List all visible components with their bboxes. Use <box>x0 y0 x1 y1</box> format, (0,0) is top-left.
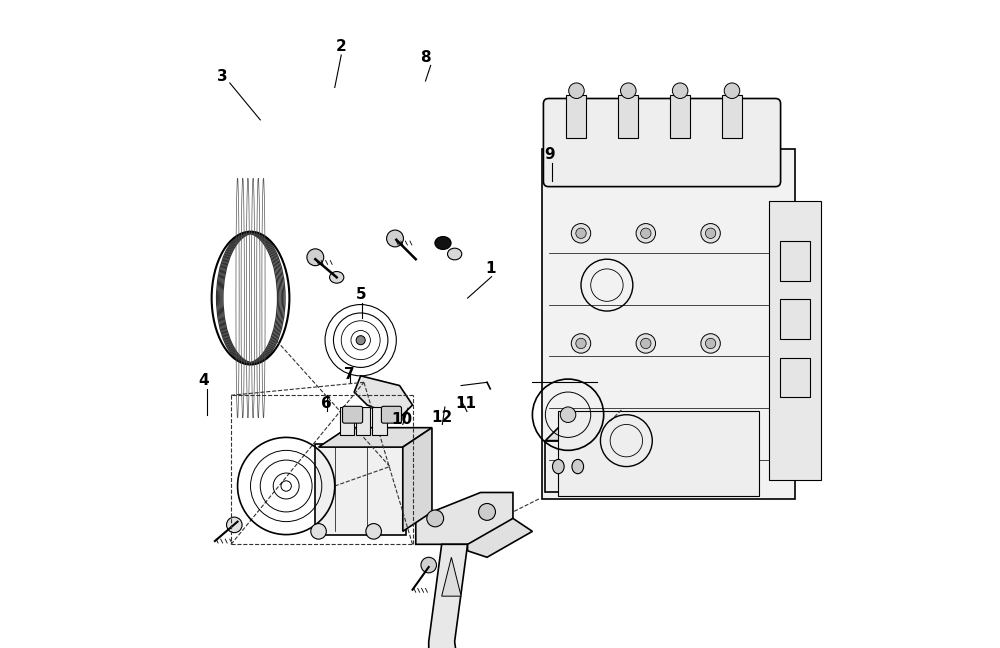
Polygon shape <box>591 421 610 492</box>
Circle shape <box>705 338 716 349</box>
Circle shape <box>641 228 651 238</box>
FancyBboxPatch shape <box>670 95 690 138</box>
Circle shape <box>569 83 584 98</box>
Circle shape <box>311 524 326 539</box>
Polygon shape <box>545 421 610 441</box>
Text: 11: 11 <box>456 395 477 411</box>
Text: 8: 8 <box>420 49 431 65</box>
Text: 5: 5 <box>355 287 366 303</box>
Circle shape <box>571 224 591 243</box>
Circle shape <box>421 557 436 573</box>
Circle shape <box>387 230 403 247</box>
Circle shape <box>356 336 365 345</box>
Circle shape <box>227 517 242 533</box>
Polygon shape <box>442 557 461 596</box>
Circle shape <box>672 83 688 98</box>
Polygon shape <box>319 428 432 447</box>
Text: 6: 6 <box>321 395 332 411</box>
Circle shape <box>701 224 720 243</box>
FancyBboxPatch shape <box>780 241 810 281</box>
FancyBboxPatch shape <box>542 149 795 499</box>
Circle shape <box>366 524 381 539</box>
Ellipse shape <box>572 459 584 474</box>
Circle shape <box>479 503 495 520</box>
Circle shape <box>724 83 740 98</box>
FancyBboxPatch shape <box>618 95 638 138</box>
Polygon shape <box>769 201 821 480</box>
Circle shape <box>576 228 586 238</box>
Ellipse shape <box>330 272 344 283</box>
FancyBboxPatch shape <box>343 406 363 423</box>
Polygon shape <box>416 492 513 544</box>
Ellipse shape <box>435 237 451 249</box>
Circle shape <box>560 407 576 422</box>
Text: 1: 1 <box>485 261 496 277</box>
Circle shape <box>427 510 444 527</box>
FancyBboxPatch shape <box>566 95 586 138</box>
Text: 10: 10 <box>391 412 412 428</box>
Circle shape <box>636 334 656 353</box>
Circle shape <box>641 338 651 349</box>
Circle shape <box>705 228 716 238</box>
Polygon shape <box>545 441 591 492</box>
Circle shape <box>576 338 586 349</box>
FancyBboxPatch shape <box>780 358 810 397</box>
Text: 9: 9 <box>544 146 555 162</box>
Polygon shape <box>403 428 432 531</box>
Ellipse shape <box>448 248 462 260</box>
FancyBboxPatch shape <box>340 407 354 435</box>
Circle shape <box>571 334 591 353</box>
Circle shape <box>701 334 720 353</box>
FancyBboxPatch shape <box>356 407 370 435</box>
Text: 3: 3 <box>217 69 228 84</box>
FancyBboxPatch shape <box>381 406 402 423</box>
Polygon shape <box>429 544 468 648</box>
Ellipse shape <box>552 459 564 474</box>
Text: 12: 12 <box>431 410 452 426</box>
FancyBboxPatch shape <box>722 95 742 138</box>
Circle shape <box>621 83 636 98</box>
Circle shape <box>636 224 656 243</box>
FancyBboxPatch shape <box>315 444 406 535</box>
FancyBboxPatch shape <box>558 411 759 496</box>
FancyBboxPatch shape <box>372 407 387 435</box>
Polygon shape <box>354 376 413 418</box>
FancyBboxPatch shape <box>543 98 781 187</box>
Circle shape <box>307 249 324 266</box>
Polygon shape <box>468 518 532 557</box>
FancyBboxPatch shape <box>780 299 810 339</box>
Text: 7: 7 <box>344 367 354 382</box>
Text: 4: 4 <box>198 373 209 388</box>
Text: 2: 2 <box>336 39 347 54</box>
